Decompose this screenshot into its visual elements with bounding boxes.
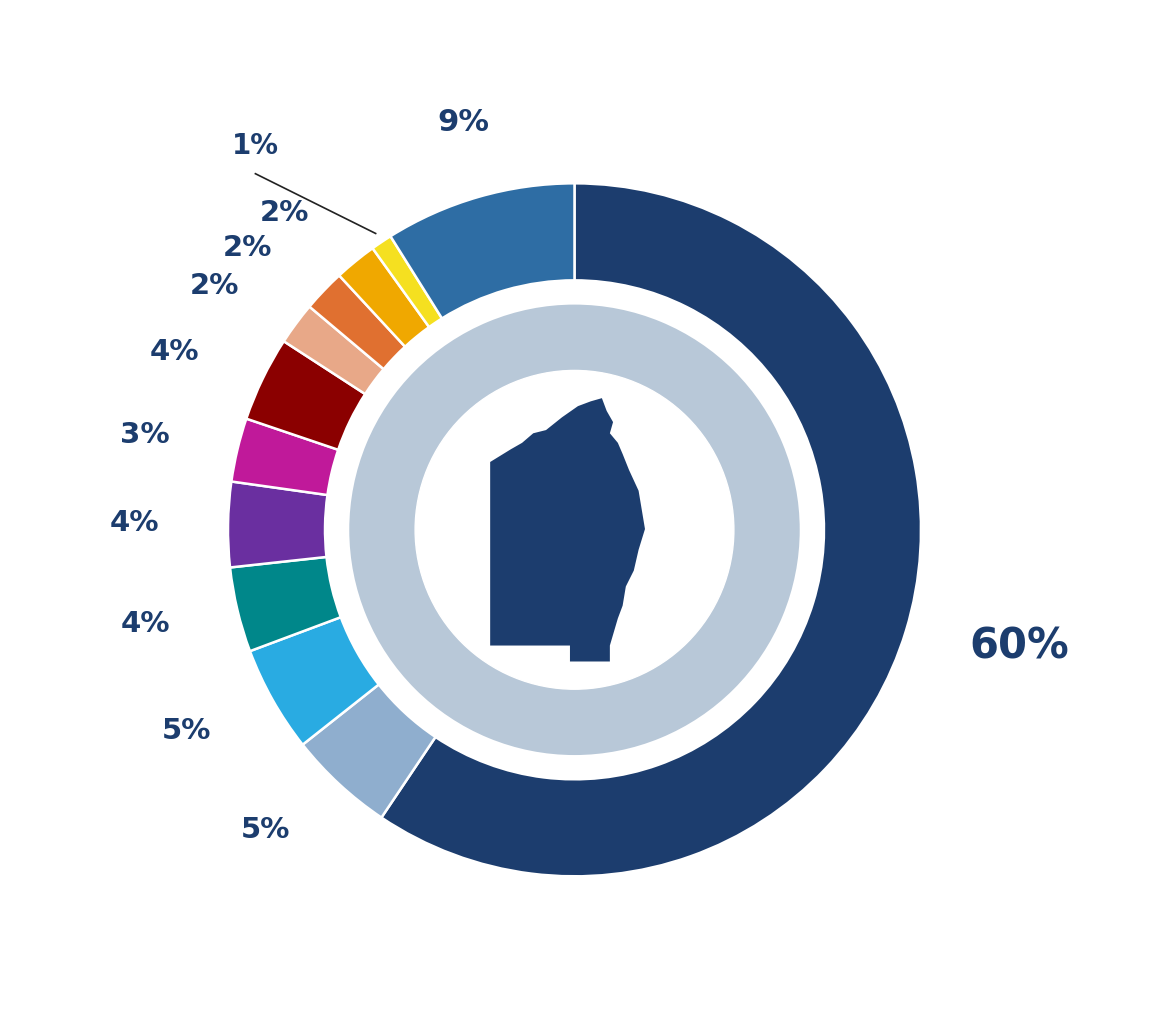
Wedge shape [250,617,379,744]
Wedge shape [391,183,574,319]
Text: 2%: 2% [223,234,272,261]
Text: 3%: 3% [121,421,170,449]
Wedge shape [284,306,384,394]
Wedge shape [246,341,365,450]
Text: 5%: 5% [162,716,211,744]
Wedge shape [349,304,800,755]
Text: 9%: 9% [438,108,489,136]
Circle shape [415,370,734,689]
Text: 5%: 5% [240,816,290,844]
Text: 60%: 60% [970,626,1070,668]
Wedge shape [228,482,327,568]
Text: 4%: 4% [151,337,200,366]
Wedge shape [230,557,341,651]
Wedge shape [231,418,338,495]
Text: 2%: 2% [260,199,309,227]
Wedge shape [339,248,429,346]
Text: 2%: 2% [190,273,239,300]
Text: 4%: 4% [109,509,159,537]
Wedge shape [372,236,442,327]
Text: 1%: 1% [232,132,279,160]
Polygon shape [491,398,645,661]
Wedge shape [302,685,435,818]
Text: 4%: 4% [121,610,170,639]
Wedge shape [381,183,921,876]
Wedge shape [309,276,406,369]
